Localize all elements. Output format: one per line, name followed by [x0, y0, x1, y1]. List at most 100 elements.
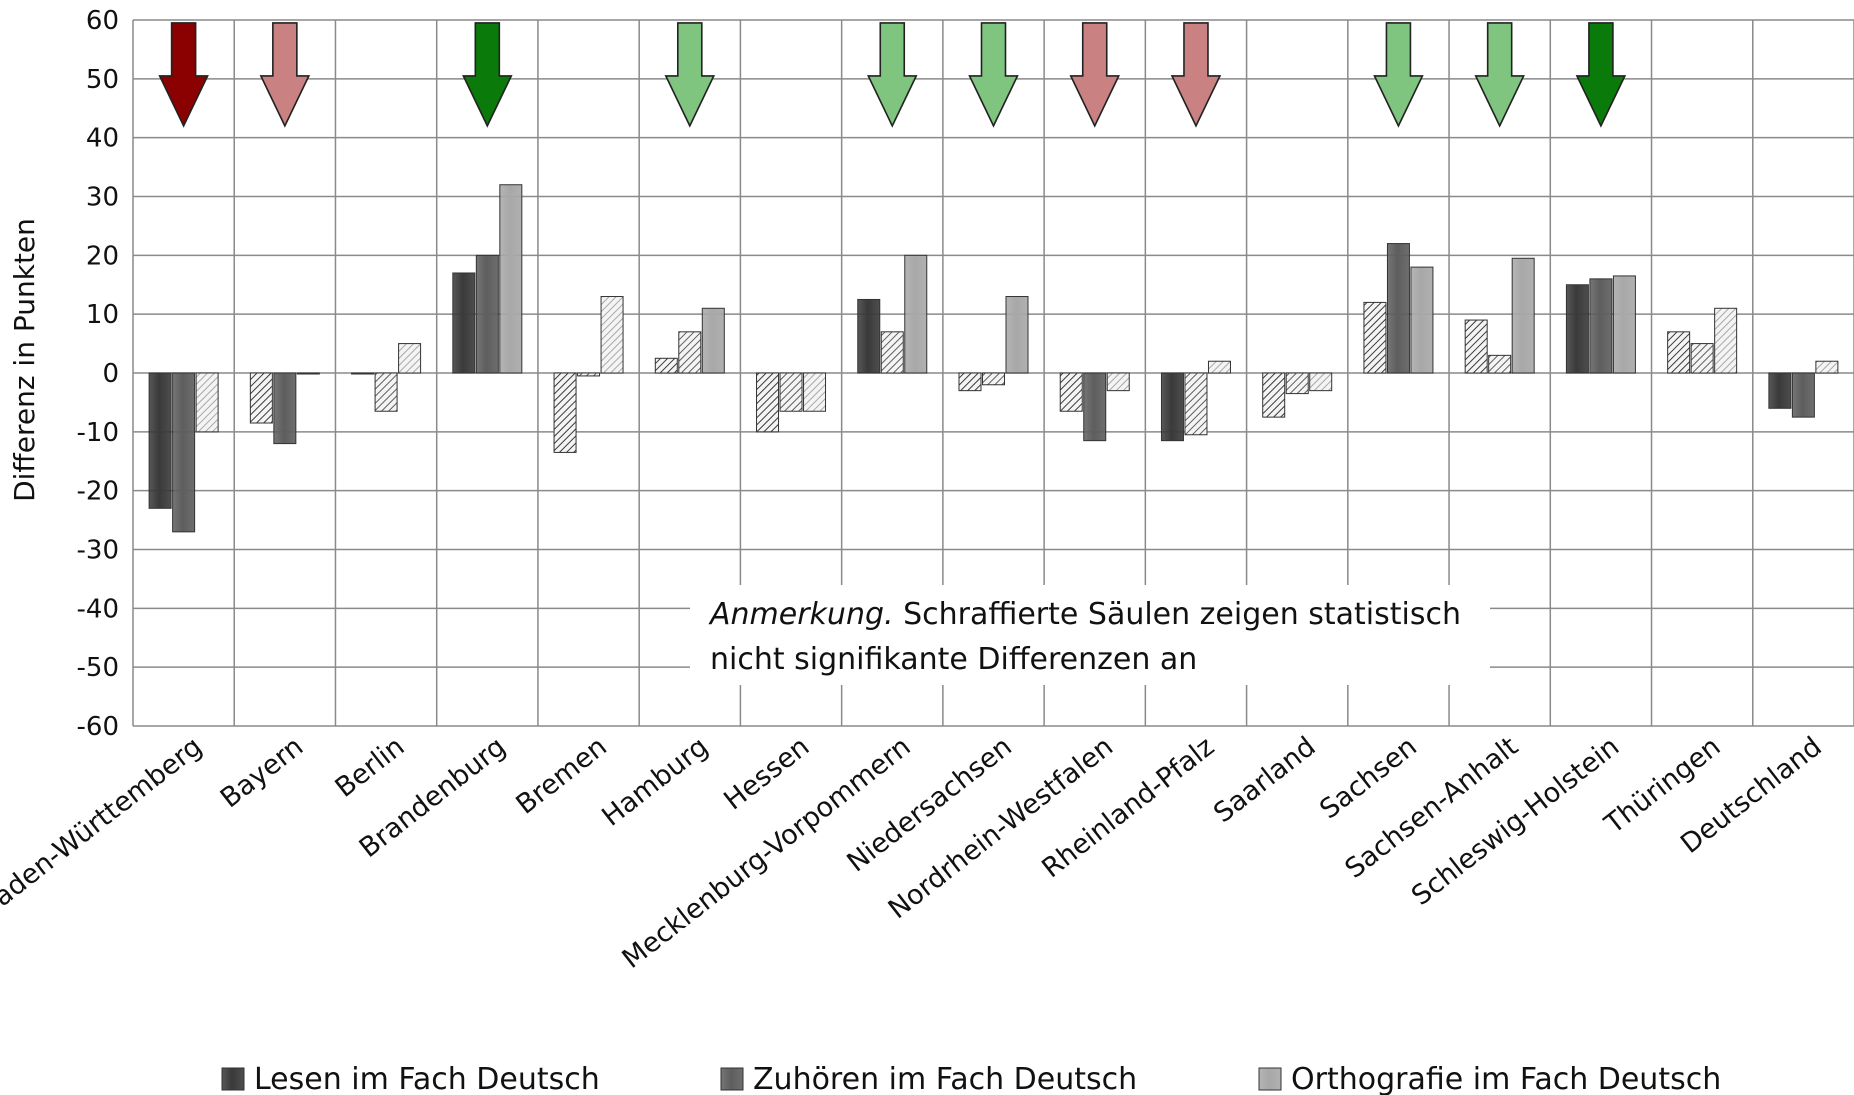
arrow-niedersachsen [968, 22, 1019, 128]
bar-brandenburg-lesen-im-fach-deutsch [452, 272, 476, 374]
bar-rheinland-pfalz-lesen-im-fach-deutsch [1160, 372, 1184, 442]
x-label-baden-wuerttemberg: Baden-Württemberg [0, 731, 208, 924]
bar-mecklenburg-vorpommern-orthografie-im-fach-deutsch [904, 254, 928, 374]
y-axis-ticks: 60 50 40 30 20 10 0 -10 -20 -30 -40 -50 -60 [77, 6, 119, 742]
annotation-label: Anmerkung. [708, 597, 894, 632]
bar-sachsen-anhalt-lesen-im-fach-deutsch [1464, 319, 1488, 374]
bar-brandenburg-orthografie-im-fach-deutsch [499, 184, 523, 374]
bar-deutschland-lesen-im-fach-deutsch [1768, 372, 1792, 409]
y-tick-label: 50 [86, 65, 119, 95]
bar-sachsen-anhalt-orthografie-im-fach-deutsch [1511, 257, 1535, 374]
y-tick-label: 60 [86, 6, 119, 36]
arrow-rheinland-pfalz [1170, 22, 1222, 128]
x-label-hamburg: Hamburg [596, 731, 714, 832]
y-tick-label: -40 [77, 594, 119, 624]
bar-bremen-lesen-im-fach-deutsch [553, 372, 577, 453]
bar-bayern-lesen-im-fach-deutsch [249, 372, 273, 424]
bar-saarland-orthografie-im-fach-deutsch [1309, 372, 1333, 392]
bar-nordrhein-westfalen-orthografie-im-fach-deutsch [1106, 372, 1130, 392]
bar-saarland-zuhoeren-im-fach-deutsch [1285, 372, 1309, 395]
bar-mecklenburg-vorpommern-zuhoeren-im-fach-deutsch [880, 331, 904, 374]
bar-sachsen-lesen-im-fach-deutsch [1363, 301, 1387, 374]
bar-hamburg-lesen-im-fach-deutsch [654, 357, 678, 374]
bar-thueringen-zuhoeren-im-fach-deutsch [1690, 343, 1714, 374]
legend-swatch-zuhoeren-im-fach-deutsch [720, 1067, 744, 1091]
annotation-box: Anmerkung. Schraffierte Säulen zeigen st… [690, 585, 1490, 685]
legend-swatch-orthografie-im-fach-deutsch [1258, 1067, 1282, 1091]
arrow-mecklenburg-vorpommern [866, 22, 918, 128]
bar-berlin-lesen-im-fach-deutsch [351, 372, 375, 375]
y-tick-label: -30 [77, 536, 119, 566]
y-tick-label: -10 [77, 418, 119, 448]
annotation-line-1: Anmerkung. Schraffierte Säulen zeigen st… [708, 597, 1461, 632]
bar-baden-wuerttemberg-orthografie-im-fach-deutsch [195, 372, 219, 433]
legend-label-lesen-im-fach-deutsch: Lesen im Fach Deutsch [254, 1062, 600, 1095]
arrow-brandenburg [462, 22, 513, 128]
x-label-sachsen-anhalt: Sachsen-Anhalt [1339, 731, 1524, 885]
y-tick-label: -20 [77, 477, 119, 507]
bar-hamburg-zuhoeren-im-fach-deutsch [678, 331, 702, 374]
legend-label-zuhoeren-im-fach-deutsch: Zuhören im Fach Deutsch [753, 1062, 1137, 1095]
annotation-text-1: Schraffierte Säulen zeigen statistisch [903, 597, 1461, 632]
bar-sachsen-orthografie-im-fach-deutsch [1410, 266, 1434, 374]
y-tick-label: 10 [86, 300, 119, 330]
bar-thueringen-lesen-im-fach-deutsch [1667, 331, 1691, 374]
y-tick-label: 20 [86, 241, 119, 271]
bar-rheinland-pfalz-orthografie-im-fach-deutsch [1207, 360, 1231, 374]
arrow-nordrhein-westfalen [1069, 22, 1121, 128]
x-axis-labels: Baden-Württemberg Bayern BerlinBrandenburg… [0, 731, 1828, 975]
arrow-sachsen [1373, 22, 1424, 128]
bar-deutschland-zuhoeren-im-fach-deutsch [1791, 372, 1815, 418]
bar-schleswig-holstein-zuhoeren-im-fach-deutsch [1589, 278, 1613, 374]
arrow-sachsen-anhalt [1474, 22, 1525, 128]
bar-saarland-lesen-im-fach-deutsch [1262, 372, 1286, 418]
y-tick-label: -50 [77, 653, 119, 683]
bar-sachsen-anhalt-zuhoeren-im-fach-deutsch [1488, 354, 1512, 374]
bar-rheinland-pfalz-zuhoeren-im-fach-deutsch [1184, 372, 1208, 436]
bar-nordrhein-westfalen-zuhoeren-im-fach-deutsch [1083, 372, 1107, 442]
arrow-bayern [259, 22, 311, 128]
bar-nordrhein-westfalen-lesen-im-fach-deutsch [1059, 372, 1083, 412]
bar-baden-wuerttemberg-lesen-im-fach-deutsch [148, 372, 172, 509]
legend-label-orthografie-im-fach-deutsch: Orthografie im Fach Deutsch [1291, 1062, 1721, 1095]
x-label-rheinland-pfalz: Rheinland-Pfalz [1036, 731, 1220, 884]
bar-hamburg-orthografie-im-fach-deutsch [701, 307, 725, 374]
y-tick-label: 0 [102, 359, 119, 389]
bar-bremen-orthografie-im-fach-deutsch [600, 296, 624, 374]
bar-schleswig-holstein-orthografie-im-fach-deutsch [1612, 275, 1636, 374]
arrow-baden-wuerttemberg [158, 22, 209, 128]
bar-berlin-zuhoeren-im-fach-deutsch [374, 372, 398, 412]
significance-arrows [158, 22, 1627, 128]
bar-hessen-zuhoeren-im-fach-deutsch [779, 372, 803, 412]
bar-niedersachsen-lesen-im-fach-deutsch [958, 372, 982, 392]
bar-niedersachsen-zuhoeren-im-fach-deutsch [982, 372, 1005, 386]
arrow-hamburg [664, 22, 716, 128]
bar-baden-wuerttemberg-zuhoeren-im-fach-deutsch [172, 372, 196, 533]
bar-brandenburg-zuhoeren-im-fach-deutsch [475, 254, 499, 374]
x-label-bayern: Bayern [215, 731, 309, 814]
bar-berlin-orthografie-im-fach-deutsch [398, 343, 422, 374]
legend-swatch-lesen-im-fach-deutsch [221, 1067, 245, 1091]
y-tick-label: -60 [77, 712, 119, 742]
bars [148, 184, 1839, 533]
bar-thueringen-orthografie-im-fach-deutsch [1714, 307, 1738, 374]
bar-hessen-orthografie-im-fach-deutsch [803, 372, 827, 412]
bar-niedersachsen-orthografie-im-fach-deutsch [1005, 296, 1029, 374]
bar-mecklenburg-vorpommern-lesen-im-fach-deutsch [857, 298, 881, 374]
annotation-line-2: nicht signifikante Differenzen an [710, 642, 1197, 677]
y-tick-label: 40 [86, 124, 119, 154]
bar-hessen-lesen-im-fach-deutsch [756, 372, 780, 433]
bar-bayern-orthografie-im-fach-deutsch [296, 372, 320, 375]
bar-bayern-zuhoeren-im-fach-deutsch [273, 372, 297, 445]
bar-sachsen-zuhoeren-im-fach-deutsch [1386, 243, 1410, 374]
x-label-berlin: Berlin [330, 731, 411, 804]
arrow-schleswig-holstein [1575, 22, 1627, 128]
x-label-hessen: Hessen [718, 731, 815, 816]
bar-schleswig-holstein-lesen-im-fach-deutsch [1565, 284, 1589, 374]
legend: Lesen im Fach Deutsch Zuhören im Fach Deu… [221, 1062, 1721, 1095]
x-label-saarland: Saarland [1208, 731, 1321, 829]
bar-bremen-zuhoeren-im-fach-deutsch [577, 372, 601, 377]
y-tick-label: 30 [86, 183, 119, 213]
bar-deutschland-orthografie-im-fach-deutsch [1815, 360, 1839, 374]
